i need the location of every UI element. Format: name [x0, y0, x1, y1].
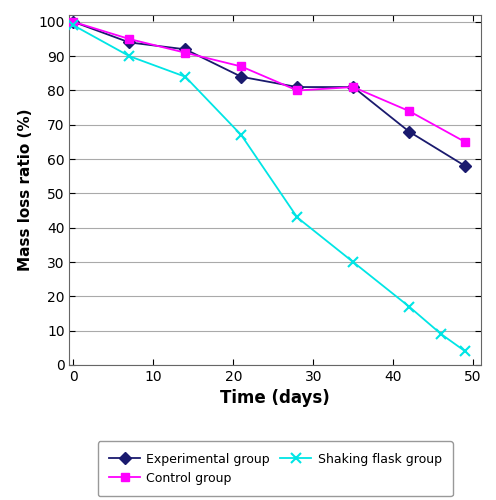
Shaking flask group: [406, 304, 412, 310]
Control group: [183, 50, 188, 56]
Experimental group: [183, 46, 188, 52]
Line: Shaking flask group: Shaking flask group: [68, 20, 470, 356]
Experimental group: [406, 128, 412, 134]
Experimental group: [70, 19, 76, 25]
Experimental group: [462, 163, 468, 169]
Shaking flask group: [350, 259, 356, 265]
Experimental group: [239, 74, 245, 80]
Control group: [406, 108, 412, 114]
Control group: [126, 36, 132, 42]
Experimental group: [350, 84, 356, 90]
Control group: [239, 64, 245, 70]
Shaking flask group: [126, 53, 132, 59]
Shaking flask group: [462, 348, 468, 354]
Line: Experimental group: Experimental group: [69, 18, 469, 170]
X-axis label: Time (days): Time (days): [220, 390, 330, 407]
Control group: [350, 84, 356, 90]
Shaking flask group: [183, 74, 188, 80]
Control group: [462, 139, 468, 145]
Shaking flask group: [438, 331, 444, 337]
Shaking flask group: [239, 132, 245, 138]
Experimental group: [126, 40, 132, 46]
Shaking flask group: [294, 214, 300, 220]
Experimental group: [294, 84, 300, 90]
Control group: [70, 19, 76, 25]
Y-axis label: Mass loss ratio (%): Mass loss ratio (%): [18, 109, 33, 271]
Line: Control group: Control group: [69, 18, 469, 146]
Shaking flask group: [70, 22, 76, 28]
Control group: [294, 88, 300, 94]
Legend: Experimental group, Control group, Shaking flask group: Experimental group, Control group, Shaki…: [98, 441, 453, 496]
